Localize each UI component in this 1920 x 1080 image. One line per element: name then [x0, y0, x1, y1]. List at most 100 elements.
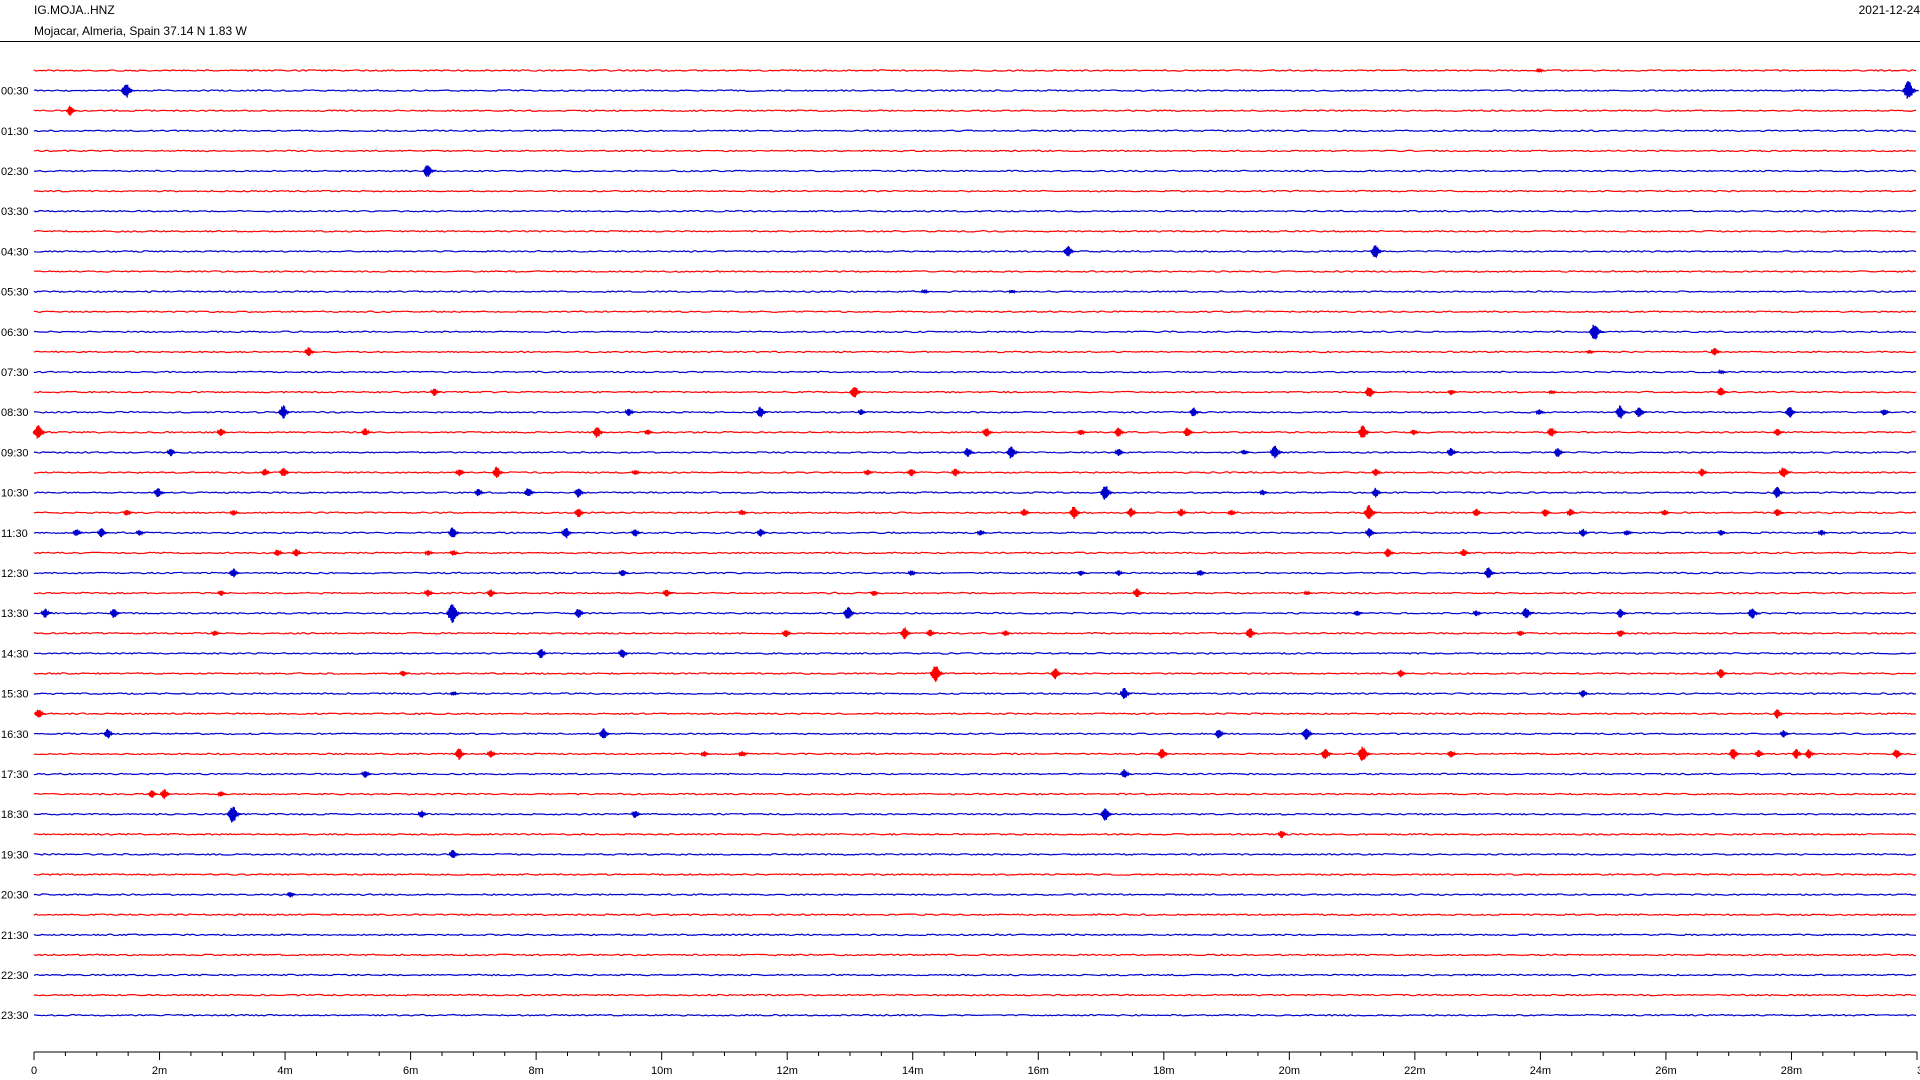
event-row-17-3 [857, 409, 868, 415]
event-row-22-14 [1773, 509, 1784, 516]
event-row-23-3 [447, 527, 461, 538]
event-row-27-9 [1747, 608, 1760, 619]
event-row-26-5 [1132, 588, 1145, 598]
event-row-16-0 [430, 388, 441, 396]
hour-label-1: 01:30 [1, 126, 29, 138]
event-row-22-7 [1177, 508, 1188, 517]
event-row-22-12 [1566, 508, 1577, 517]
event-row-34-11 [1804, 749, 1816, 759]
trace-row-6 [33, 189, 1917, 193]
trace-row-8 [33, 229, 1917, 233]
event-row-27-4 [842, 607, 857, 619]
event-row-11-1 [1008, 289, 1018, 295]
event-row-20-2 [455, 469, 466, 477]
event-row-33-3 [1301, 728, 1315, 740]
event-row-19-1 [963, 448, 975, 457]
trace-row-21 [33, 491, 1917, 494]
event-row-37-1 [417, 810, 429, 818]
x-tick-label-15: 30 [1917, 1065, 1920, 1077]
event-row-18-2 [361, 428, 372, 436]
event-row-19-0 [166, 448, 178, 457]
event-row-30-0 [399, 670, 409, 677]
event-row-37-2 [630, 811, 642, 818]
trace-row-31 [33, 692, 1917, 696]
event-row-28-7 [1616, 630, 1628, 637]
trace-row-9 [33, 250, 1917, 253]
event-row-5-0 [422, 165, 436, 177]
event-row-14-0 [304, 347, 316, 357]
hour-label-23: 23:30 [1, 1010, 29, 1022]
event-row-19-3 [1114, 449, 1125, 457]
event-row-24-3 [449, 550, 460, 556]
event-row-28-0 [210, 630, 221, 637]
event-row-20-6 [907, 469, 918, 477]
event-row-37-0 [226, 806, 243, 823]
hour-label-group: 00:30 01:30 02:30 03:30 04:30 05:30 06:30 07:30… [1, 86, 29, 1023]
trace-row-13 [33, 330, 1916, 334]
trace-row-45 [33, 973, 1917, 977]
event-row-18-6 [1077, 429, 1087, 436]
trace-row-2 [33, 109, 1917, 113]
x-tick-label-2: 4m [277, 1065, 292, 1077]
event-row-18-5 [981, 428, 994, 437]
trace-row-33 [33, 732, 1917, 736]
event-row-30-2 [1050, 668, 1064, 680]
event-row-22-3 [738, 509, 748, 516]
hour-label-18: 18:30 [1, 809, 29, 821]
event-row-34-1 [486, 750, 498, 758]
event-row-31-0 [449, 690, 459, 697]
event-row-35-1 [1120, 769, 1132, 778]
event-row-23-4 [560, 528, 574, 539]
event-row-17-9 [1880, 409, 1891, 416]
event-row-27-3 [573, 609, 586, 618]
event-row-21-4 [1099, 486, 1115, 500]
event-row-27-7 [1521, 608, 1534, 619]
event-row-30-1 [929, 666, 946, 682]
event-row-23-12 [1817, 530, 1828, 536]
event-row-21-7 [1772, 486, 1785, 498]
trace-group [32, 67, 1919, 1017]
x-tick-label-1: 2m [152, 1065, 167, 1077]
event-row-18-8 [1182, 427, 1195, 437]
event-row-23-0 [72, 529, 83, 536]
event-row-30-3 [1396, 669, 1408, 678]
trace-row-38 [33, 832, 1917, 836]
event-row-20-10 [1778, 467, 1792, 478]
event-row-23-7 [976, 530, 987, 536]
trace-row-14 [33, 350, 1917, 354]
event-row-26-6 [1303, 590, 1313, 596]
event-row-34-12 [1892, 749, 1904, 759]
event-row-14-2 [1710, 348, 1722, 356]
hour-label-9: 09:30 [1, 447, 29, 459]
trace-row-17 [33, 410, 1917, 414]
event-row-24-2 [424, 550, 434, 557]
hour-label-22: 22:30 [1, 970, 29, 982]
trace-row-20 [33, 471, 1917, 474]
event-row-23-11 [1717, 529, 1727, 536]
hour-label-8: 08:30 [1, 407, 29, 419]
event-row-20-0 [260, 468, 272, 476]
event-row-14-1 [1586, 349, 1595, 355]
hour-label-10: 10:30 [1, 488, 29, 500]
trace-row-11 [33, 290, 1917, 293]
x-axis: 0 2m 4m 6m 8m 10m 12m 14m 16m 18m 20m 22m 24m 26m 28m 3… [31, 1051, 1920, 1077]
trace-row-22 [33, 511, 1917, 515]
event-row-41-0 [286, 892, 296, 898]
event-row-18-4 [644, 429, 654, 436]
event-row-34-0 [454, 748, 467, 760]
event-row-27-0 [40, 608, 53, 618]
event-row-34-6 [1357, 746, 1372, 761]
event-row-26-4 [869, 590, 880, 596]
trace-row-15 [33, 370, 1917, 374]
event-row-17-5 [1535, 409, 1545, 416]
event-row-25-2 [907, 570, 918, 577]
trace-row-12 [33, 310, 1917, 314]
event-row-24-0 [273, 549, 284, 557]
event-row-18-12 [1773, 429, 1784, 436]
event-row-17-7 [1634, 407, 1647, 417]
trace-row-23 [33, 531, 1917, 535]
trace-row-37 [33, 812, 1917, 816]
trace-row-3 [33, 129, 1917, 133]
x-tick-label-7: 14m [902, 1065, 923, 1077]
